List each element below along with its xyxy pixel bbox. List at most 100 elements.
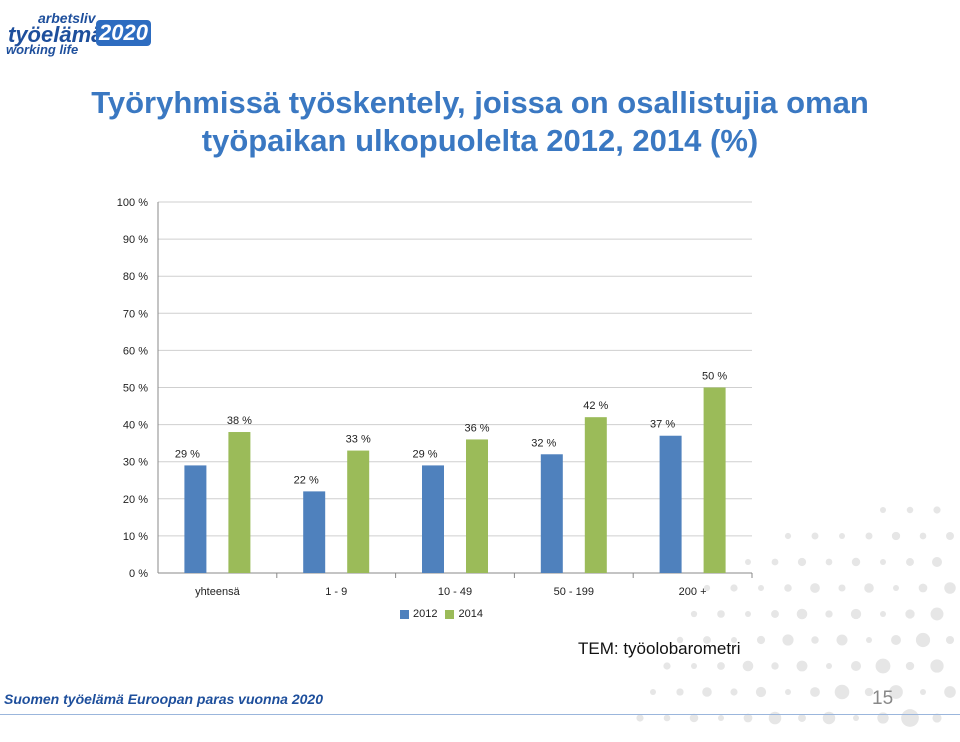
decorative-dot xyxy=(676,636,684,644)
decorative-dot xyxy=(703,584,711,592)
decorative-dot xyxy=(946,532,954,540)
decorative-dot xyxy=(755,686,767,698)
decorative-dot xyxy=(930,607,944,621)
decorative-dot xyxy=(853,715,859,721)
x-tick-label: 50 - 199 xyxy=(554,586,594,598)
chart-legend: 2012 2014 xyxy=(400,608,491,620)
y-tick-label: 30 % xyxy=(123,457,148,469)
decorative-dot xyxy=(702,687,712,697)
decorative-dot xyxy=(691,663,697,669)
bar-2014 xyxy=(703,387,726,573)
bar-2012 xyxy=(422,465,444,573)
data-label: 29 % xyxy=(412,448,437,460)
decorative-dot xyxy=(891,635,901,645)
y-tick-label: 80 % xyxy=(123,271,148,283)
decorative-dot xyxy=(796,608,808,620)
decorative-dot xyxy=(906,506,914,514)
decorative-dot xyxy=(944,582,956,594)
y-tick-label: 0 % xyxy=(129,568,148,580)
decorative-dot xyxy=(920,689,926,695)
y-tick-label: 70 % xyxy=(123,308,148,320)
decorative-dot xyxy=(839,533,845,539)
legend-swatch-2014 xyxy=(445,609,455,619)
decorative-dot xyxy=(932,713,942,723)
x-tick-label: 10 - 49 xyxy=(438,586,472,598)
decorative-dot xyxy=(636,714,644,722)
decorative-dot xyxy=(945,635,955,645)
footer-divider xyxy=(0,714,960,715)
decorative-dot xyxy=(864,687,874,697)
y-tick-label: 40 % xyxy=(123,420,148,432)
bar-chart: 0 % 10 % 20 % 30 % 40 % 50 % 60 % 70 % 80 % 90 % 1… xyxy=(117,197,753,598)
decorative-dot xyxy=(663,662,671,670)
y-tick-label: 100 % xyxy=(117,197,148,209)
decorative-dot xyxy=(811,532,819,540)
legend-label-2014: 2014 xyxy=(458,608,483,620)
decorative-dot xyxy=(717,662,725,670)
decorative-dot xyxy=(810,583,820,593)
legend-swatch-2012 xyxy=(400,609,409,619)
decorative-dot xyxy=(825,558,833,566)
decorative-dot xyxy=(784,584,792,592)
decorative-dot xyxy=(796,660,808,672)
decorative-dot xyxy=(836,634,848,646)
decorative-dot xyxy=(880,559,886,565)
legend-item-2014: 2014 xyxy=(445,608,483,620)
decorative-dot xyxy=(864,583,874,593)
data-label: 38 % xyxy=(227,415,252,427)
legend-item-2012: 2012 xyxy=(400,608,437,620)
decorative-dot xyxy=(851,557,861,567)
page-title: Työryhmissä työskentely, joissa on osall… xyxy=(0,84,960,160)
decorative-dot xyxy=(810,687,820,697)
x-tick-label: 1 - 9 xyxy=(325,586,347,598)
decorative-dot xyxy=(866,637,872,643)
decorative-dot xyxy=(730,688,738,696)
logo-text-tyoelama: työelämä xyxy=(8,22,104,47)
decorative-dot xyxy=(834,684,850,700)
decorative-dot xyxy=(798,714,806,722)
logo-year: 2020 xyxy=(96,20,151,46)
bar-2014 xyxy=(466,439,488,573)
decorative-dot xyxy=(880,507,886,513)
decorative-dot xyxy=(689,713,699,723)
decorative-dot xyxy=(811,636,819,644)
decorative-dot xyxy=(880,611,886,617)
decorative-dot xyxy=(650,689,656,695)
decorative-dot xyxy=(893,585,899,591)
decorative-dot xyxy=(756,635,766,645)
bar-2014 xyxy=(584,417,607,573)
bar-2014 xyxy=(228,432,251,573)
bar-2012 xyxy=(303,491,326,573)
decorative-dot xyxy=(877,712,889,724)
decorative-dot xyxy=(771,610,779,618)
data-label: 32 % xyxy=(531,437,556,449)
decorative-dot xyxy=(944,686,956,698)
decorative-dot xyxy=(745,559,751,565)
decorative-dot xyxy=(676,688,684,696)
decorative-dot xyxy=(825,610,833,618)
decorative-dot xyxy=(918,583,928,593)
decorative-dot xyxy=(797,557,807,567)
decorative-dot xyxy=(850,660,862,672)
data-label: 29 % xyxy=(175,448,200,460)
decorative-dot xyxy=(919,532,927,540)
decorative-dot xyxy=(743,713,753,723)
data-label: 37 % xyxy=(650,419,675,431)
bar-2012 xyxy=(540,454,563,573)
data-label: 36 % xyxy=(464,422,489,434)
decorative-dot xyxy=(784,532,792,540)
decorative-dot xyxy=(742,660,754,672)
decorative-dot xyxy=(718,715,724,721)
bar-2012 xyxy=(184,465,207,573)
y-tick-label: 10 % xyxy=(123,531,148,543)
decorative-dot xyxy=(771,662,779,670)
logo: arbetsliv työelämä 2020 working life xyxy=(4,4,164,62)
decorative-dot xyxy=(717,610,725,618)
decorative-dot xyxy=(905,609,915,619)
data-label: 42 % xyxy=(583,400,608,412)
decorative-dot xyxy=(906,558,914,566)
x-tick-label: yhteensä xyxy=(195,586,241,598)
decorative-dot xyxy=(930,659,944,673)
source-note: TEM: työolobarometri xyxy=(578,639,741,658)
decorative-dot xyxy=(889,685,903,699)
